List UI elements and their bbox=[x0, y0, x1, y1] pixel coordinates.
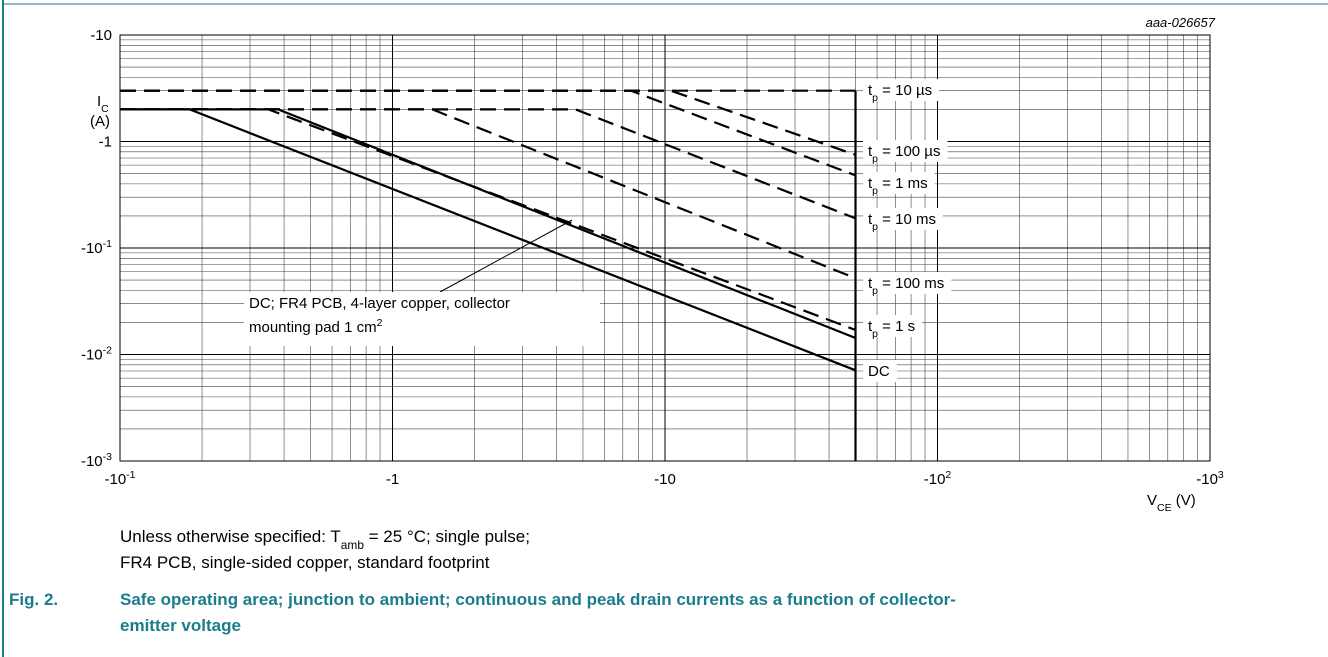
x-axis-label-part: CE bbox=[1157, 502, 1172, 514]
annotation-bg bbox=[244, 292, 600, 346]
tick-label: -10-1 bbox=[104, 469, 135, 488]
caption-text: Safe operating area; junction to ambient… bbox=[120, 590, 956, 609]
tick-label-part: -2 bbox=[103, 345, 112, 357]
series-label-part: = 1 s bbox=[878, 318, 915, 335]
series-label-part: = 1 ms bbox=[878, 175, 928, 192]
tick-label-part: -10 bbox=[924, 471, 946, 488]
label-bg bbox=[863, 208, 943, 230]
series-label-part: p bbox=[872, 221, 878, 233]
series-line bbox=[120, 89, 856, 156]
series-line bbox=[120, 89, 856, 177]
series-label-part: p bbox=[872, 153, 878, 165]
series-line bbox=[120, 108, 856, 372]
x-axis-label-part: V bbox=[1147, 492, 1157, 509]
tick-label: -10 bbox=[90, 27, 112, 44]
x-axis-label: VCE (V) bbox=[1147, 492, 1196, 514]
series-label: tp = 10 µs bbox=[868, 82, 932, 104]
label-bg bbox=[863, 140, 948, 162]
figure-id: aaa-026657 bbox=[1146, 15, 1216, 30]
tick-label-part: -10 bbox=[104, 471, 126, 488]
label-bg bbox=[863, 272, 952, 294]
series-label-part: t bbox=[868, 211, 873, 228]
series-label: DC bbox=[868, 363, 890, 380]
plot-frame bbox=[119, 34, 1211, 462]
label-bg bbox=[863, 172, 935, 194]
series-label-part: p bbox=[872, 328, 878, 340]
tick-label-part: 3 bbox=[1218, 469, 1224, 481]
caption-fig: Fig. 2. bbox=[9, 590, 58, 609]
tick-label-part: -10 bbox=[81, 240, 103, 257]
series-label: tp = 10 ms bbox=[868, 211, 936, 233]
note-part: Unless otherwise specified: T bbox=[120, 527, 341, 546]
tick-label: -10-2 bbox=[81, 345, 112, 364]
y-axis-label: IC bbox=[97, 93, 109, 115]
annotation-text: mounting pad 1 cm2 bbox=[249, 317, 383, 336]
annotation-text: DC; FR4 PCB, 4-layer copper, collector bbox=[249, 295, 510, 312]
tick-label: -102 bbox=[924, 469, 952, 488]
series-label-part: = 10 ms bbox=[878, 211, 936, 228]
series-label: tp = 1 ms bbox=[868, 175, 928, 197]
caption-text: emitter voltage bbox=[120, 616, 241, 635]
tick-label-part: -1 bbox=[126, 469, 135, 481]
series-label-part: = 10 µs bbox=[878, 82, 932, 99]
series-label-part: t bbox=[868, 143, 873, 160]
tick-label-part: -10 bbox=[81, 347, 103, 364]
tick-label: -1 bbox=[386, 471, 399, 488]
tick-label: -10-1 bbox=[81, 238, 112, 257]
series-label: tp = 100 µs bbox=[868, 143, 940, 165]
series-label: tp = 100 ms bbox=[868, 275, 944, 297]
note: Unless otherwise specified: Tamb = 25 °C… bbox=[120, 527, 530, 552]
y-axis-label-part: I bbox=[97, 93, 101, 110]
series-label-part: = 100 ms bbox=[878, 275, 944, 292]
y-axis-unit: (A) bbox=[90, 113, 110, 130]
annotation-text-part: mounting pad 1 cm bbox=[249, 319, 377, 336]
tick-label-part: -10 bbox=[81, 453, 103, 470]
x-axis-label-part: (V) bbox=[1172, 492, 1196, 509]
label-bg bbox=[863, 79, 940, 101]
series-label: tp = 1 s bbox=[868, 318, 915, 340]
series-label-part: p bbox=[872, 285, 878, 297]
series-label-part: = 100 µs bbox=[878, 143, 940, 160]
tick-label: -1 bbox=[99, 134, 112, 151]
note: FR4 PCB, single-sided copper, standard f… bbox=[120, 553, 490, 572]
series-label-part: t bbox=[868, 82, 873, 99]
y-axis-label-part: C bbox=[101, 103, 109, 115]
annotation-text-part: 2 bbox=[377, 317, 383, 329]
leader-line bbox=[439, 219, 573, 293]
tick-label-part: -3 bbox=[103, 451, 112, 463]
tick-label-part: 2 bbox=[945, 469, 951, 481]
tick-label-part: -1 bbox=[103, 238, 112, 250]
tick-label: -103 bbox=[1196, 469, 1224, 488]
series-label-part: p bbox=[872, 185, 878, 197]
series-label-part: t bbox=[868, 275, 873, 292]
series-label-part: DC bbox=[868, 363, 890, 380]
series-label-part: t bbox=[868, 175, 873, 192]
tick-label-part: -10 bbox=[1196, 471, 1218, 488]
note-part: amb bbox=[341, 538, 365, 552]
label-bg bbox=[863, 315, 923, 337]
series-label-part: p bbox=[872, 92, 878, 104]
note-part: = 25 °C; single pulse; bbox=[364, 527, 530, 546]
tick-label: -10 bbox=[654, 471, 676, 488]
label-bg bbox=[863, 360, 897, 382]
series-label-part: t bbox=[868, 318, 873, 335]
tick-label: -10-3 bbox=[81, 451, 112, 470]
